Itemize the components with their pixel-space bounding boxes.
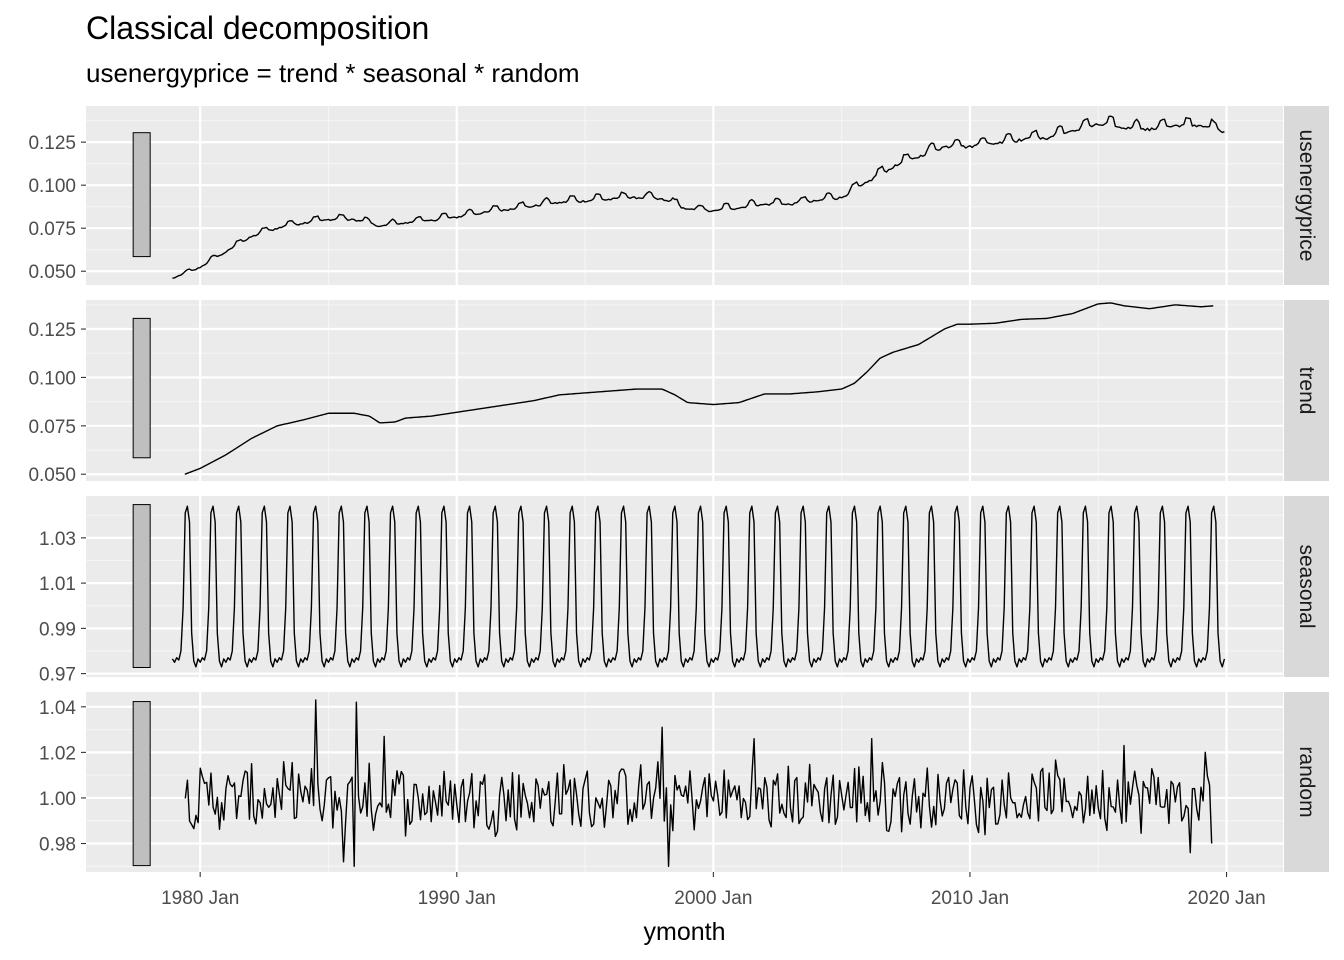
y-tick-label: 0.075 — [28, 219, 76, 240]
series-line-seasonal — [171, 505, 1226, 668]
strip-label-random: random — [1295, 746, 1318, 817]
chart-title: Classical decomposition — [86, 10, 430, 46]
strip-label-trend: trend — [1295, 367, 1318, 415]
panel-background — [86, 106, 1283, 285]
strip-background — [1284, 300, 1329, 481]
x-tick-label: 1990 Jan — [418, 888, 496, 909]
strip-background — [1284, 692, 1329, 872]
x-tick-label: 2000 Jan — [674, 888, 752, 909]
panel-seasonal: 0.97 0.99 1.01 1.03 seasonal — [39, 496, 1329, 686]
y-tick-label: 1.01 — [39, 574, 76, 595]
panel-trend: 0.050 0.075 0.100 0.125 trend — [28, 300, 1329, 486]
x-tick-label: 2020 Jan — [1187, 888, 1265, 909]
panel-background — [86, 496, 1283, 677]
panel-usenergyprice: 0.050 0.075 0.100 0.125 usenergyprice — [28, 106, 1329, 285]
x-tick-label: 2010 Jan — [931, 888, 1009, 909]
y-tick-label: 0.075 — [28, 417, 76, 438]
series-line-trend — [184, 302, 1214, 475]
strip-label-usenergyprice: usenergyprice — [1295, 130, 1318, 262]
y-tick-label: 0.99 — [39, 619, 76, 640]
panel-background — [86, 300, 1283, 481]
strip-label-seasonal: seasonal — [1295, 544, 1318, 628]
y-tick-label: 0.98 — [39, 835, 76, 856]
panel-random: 0.98 1.00 1.02 1.04 random — [39, 692, 1329, 872]
y-tick-label: 1.00 — [39, 789, 76, 810]
y-tick-label: 1.03 — [39, 529, 76, 550]
y-tick-label: 0.100 — [28, 176, 76, 197]
x-axis-label: ymonth — [644, 918, 726, 946]
chart-subtitle: usenergyprice = trend * seasonal * rando… — [86, 58, 580, 88]
scale-bar — [132, 701, 151, 867]
x-tick-label: 1980 Jan — [161, 888, 239, 909]
y-tick-label: 1.02 — [39, 743, 76, 764]
y-tick-label: 0.100 — [28, 368, 76, 389]
series-line-random — [184, 699, 1213, 867]
y-tick-label: 1.04 — [39, 698, 76, 719]
strip-background — [1284, 496, 1329, 677]
scale-bar — [132, 132, 151, 258]
scale-bar — [132, 504, 151, 668]
y-tick-label: 0.125 — [28, 320, 76, 341]
series-line-usenergyprice — [172, 115, 1225, 279]
y-tick-label: 0.050 — [28, 262, 76, 283]
strip-background — [1284, 106, 1329, 285]
y-tick-label: 0.97 — [39, 665, 76, 686]
scale-bar — [132, 317, 151, 459]
y-tick-label: 0.125 — [28, 133, 76, 154]
y-tick-label: 0.050 — [28, 465, 76, 486]
